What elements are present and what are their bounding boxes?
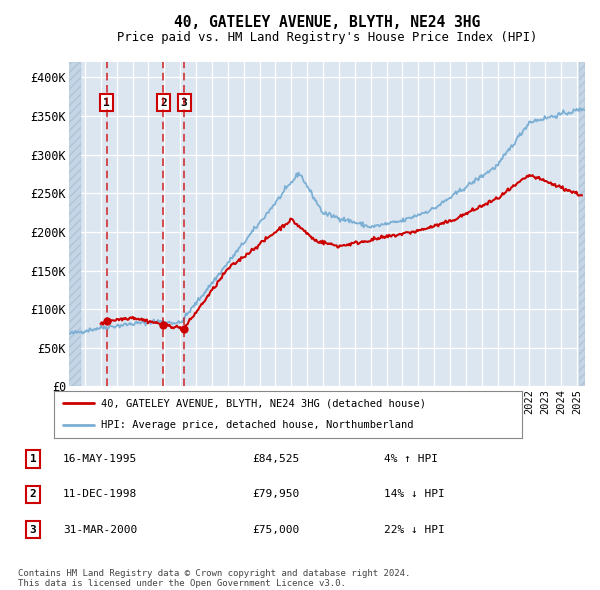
Text: 2: 2 xyxy=(29,490,37,499)
Text: 2: 2 xyxy=(160,97,167,107)
Text: £84,525: £84,525 xyxy=(252,454,299,464)
Text: 16-MAY-1995: 16-MAY-1995 xyxy=(63,454,137,464)
Text: 1: 1 xyxy=(103,97,110,107)
Text: HPI: Average price, detached house, Northumberland: HPI: Average price, detached house, Nort… xyxy=(101,420,413,430)
Text: 14% ↓ HPI: 14% ↓ HPI xyxy=(384,490,445,499)
Text: £75,000: £75,000 xyxy=(252,525,299,535)
Text: 3: 3 xyxy=(29,525,37,535)
Text: 40, GATELEY AVENUE, BLYTH, NE24 3HG (detached house): 40, GATELEY AVENUE, BLYTH, NE24 3HG (det… xyxy=(101,398,426,408)
Text: Contains HM Land Registry data © Crown copyright and database right 2024.
This d: Contains HM Land Registry data © Crown c… xyxy=(18,569,410,588)
Text: 40, GATELEY AVENUE, BLYTH, NE24 3HG: 40, GATELEY AVENUE, BLYTH, NE24 3HG xyxy=(174,15,480,30)
Text: 3: 3 xyxy=(181,97,187,107)
Text: 31-MAR-2000: 31-MAR-2000 xyxy=(63,525,137,535)
Bar xyxy=(580,62,585,386)
Text: 4% ↑ HPI: 4% ↑ HPI xyxy=(384,454,438,464)
Text: £79,950: £79,950 xyxy=(252,490,299,499)
Bar xyxy=(69,62,81,386)
Text: Price paid vs. HM Land Registry's House Price Index (HPI): Price paid vs. HM Land Registry's House … xyxy=(117,31,537,44)
Text: 22% ↓ HPI: 22% ↓ HPI xyxy=(384,525,445,535)
Text: 1: 1 xyxy=(29,454,37,464)
Text: 11-DEC-1998: 11-DEC-1998 xyxy=(63,490,137,499)
